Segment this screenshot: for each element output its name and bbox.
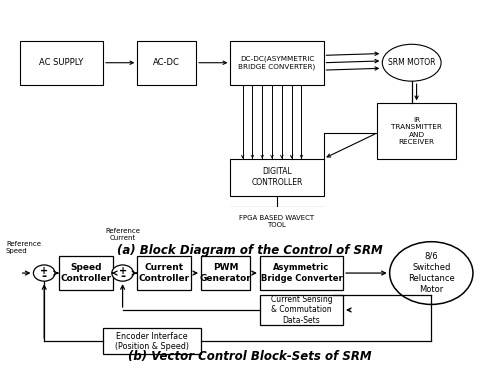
Text: Encoder Interface
(Position & Speed): Encoder Interface (Position & Speed) xyxy=(115,332,189,351)
FancyBboxPatch shape xyxy=(20,41,103,85)
FancyBboxPatch shape xyxy=(138,256,191,290)
Text: AC-DC: AC-DC xyxy=(154,58,180,67)
Text: FPGA BASED WAVECT
TOOL: FPGA BASED WAVECT TOOL xyxy=(240,215,314,228)
FancyBboxPatch shape xyxy=(103,328,201,354)
FancyBboxPatch shape xyxy=(378,103,456,159)
Text: Asymmetric
Bridge Converter: Asymmetric Bridge Converter xyxy=(260,263,342,283)
Text: Current
Controller: Current Controller xyxy=(138,263,190,283)
FancyBboxPatch shape xyxy=(230,207,324,236)
FancyBboxPatch shape xyxy=(138,41,196,85)
Text: -: - xyxy=(120,270,125,283)
Circle shape xyxy=(34,265,55,281)
Text: SRM MOTOR: SRM MOTOR xyxy=(388,58,436,67)
Text: Reference
Current: Reference Current xyxy=(105,228,140,241)
Text: -: - xyxy=(42,270,47,283)
FancyBboxPatch shape xyxy=(230,159,324,196)
Text: Current Sensing
& Commutation
Data-Sets: Current Sensing & Commutation Data-Sets xyxy=(270,295,332,325)
Text: DC-DC(ASYMMETRIC
BRIDGE CONVERTER): DC-DC(ASYMMETRIC BRIDGE CONVERTER) xyxy=(238,55,316,70)
FancyBboxPatch shape xyxy=(59,256,113,290)
Text: Speed
Controller: Speed Controller xyxy=(60,263,112,283)
Text: Reference
Speed: Reference Speed xyxy=(6,241,41,254)
FancyBboxPatch shape xyxy=(230,41,324,85)
Text: +: + xyxy=(40,266,48,276)
Text: (a) Block Diagram of the Control of SRM: (a) Block Diagram of the Control of SRM xyxy=(117,244,383,258)
Text: (b) Vector Control Block-Sets of SRM: (b) Vector Control Block-Sets of SRM xyxy=(128,351,372,363)
Circle shape xyxy=(112,265,134,281)
FancyBboxPatch shape xyxy=(260,295,343,325)
FancyBboxPatch shape xyxy=(260,256,343,290)
Text: DIGITAL
CONTROLLER: DIGITAL CONTROLLER xyxy=(252,167,302,187)
FancyBboxPatch shape xyxy=(201,256,250,290)
Text: +: + xyxy=(118,266,126,276)
Text: AC SUPPLY: AC SUPPLY xyxy=(39,58,84,67)
Text: 8/6
Switched
Reluctance
Motor: 8/6 Switched Reluctance Motor xyxy=(408,252,455,294)
Circle shape xyxy=(390,242,473,304)
Text: PWM
Generator: PWM Generator xyxy=(200,263,252,283)
Text: IR
TRANSMITTER
AND
RECEIVER: IR TRANSMITTER AND RECEIVER xyxy=(391,117,442,145)
Ellipse shape xyxy=(382,44,441,81)
